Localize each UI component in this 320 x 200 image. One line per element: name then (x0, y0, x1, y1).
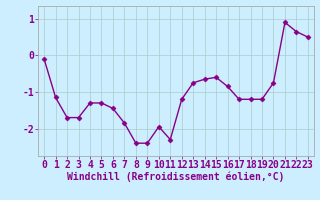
X-axis label: Windchill (Refroidissement éolien,°C): Windchill (Refroidissement éolien,°C) (67, 172, 285, 182)
